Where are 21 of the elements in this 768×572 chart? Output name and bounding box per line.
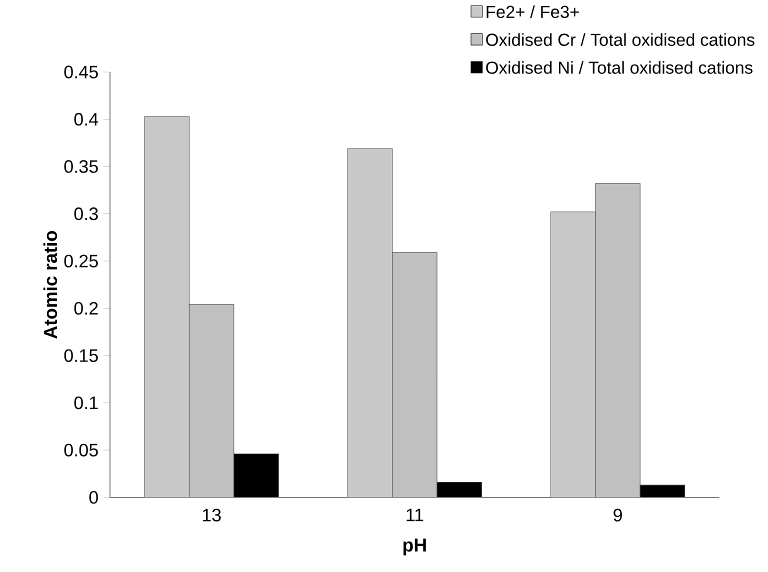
y-axis-title: Atomic ratio — [43, 230, 58, 339]
legend-label: Oxidised Cr / Total oxidised cations — [486, 33, 754, 46]
y-tick-label: 0.35 — [64, 160, 98, 173]
y-tick-label: 0.4 — [74, 112, 98, 126]
x-axis-title: pH — [403, 538, 426, 556]
y-tick-label: 0.15 — [64, 349, 98, 362]
y-tick-label: 0.25 — [64, 254, 98, 268]
bar — [234, 453, 279, 498]
y-tick-label: 0.45 — [64, 65, 98, 78]
bar — [640, 484, 686, 498]
y-tick-label: 0.1 — [74, 396, 98, 410]
x-tick-label: 13 — [202, 508, 221, 522]
y-tick-label: 0 — [89, 490, 98, 504]
legend-label: Fe2+ / Fe3+ — [486, 5, 579, 18]
x-tick-label: 9 — [614, 508, 622, 522]
y-tick-label: 0.05 — [64, 444, 98, 456]
y-tick-label: 0.2 — [74, 302, 98, 315]
y-tick-label: 0.3 — [74, 207, 98, 220]
x-tick-label: 11 — [406, 508, 424, 521]
legend-label: Oxidised Ni / Total oxidised cations — [486, 60, 752, 74]
bar — [436, 482, 482, 498]
